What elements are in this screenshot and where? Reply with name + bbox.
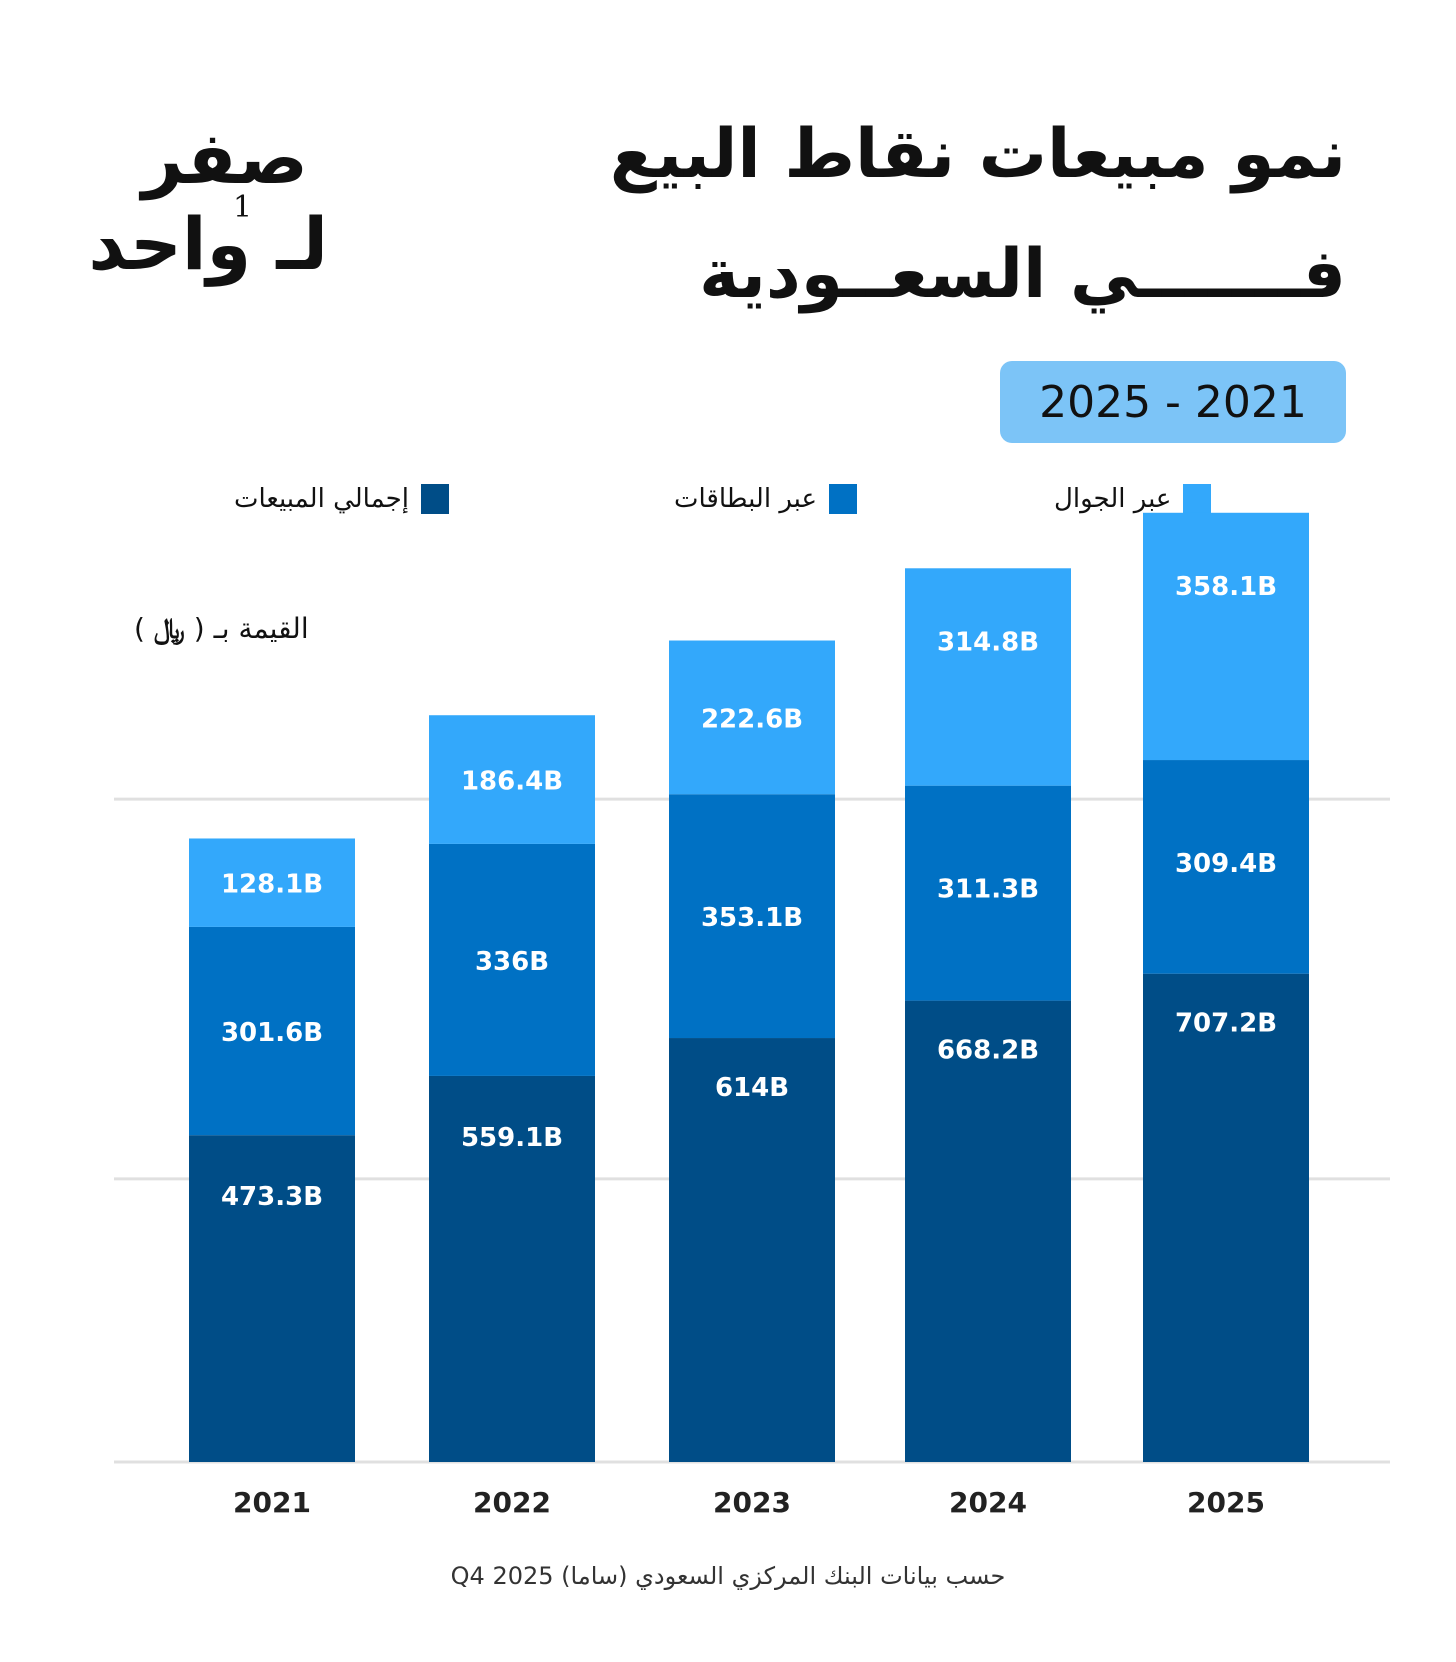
bar-cards-2023 [669,794,835,1039]
bar-total-2025 [1143,973,1309,1462]
y-axis-unit-label: القيمة بـ ( ﷼ ) [134,612,309,646]
riyal-icon: ﷼ [153,612,185,645]
logo-line2: لـ واحد [88,202,328,286]
bar-total-2024 [905,1000,1071,1462]
legend-swatch-mobile [1183,484,1212,514]
x-tick-label-2023: 2023 [713,1486,791,1519]
bar-mobile-2023 [669,640,835,795]
data-label-mobile-2023: 222.6B [701,704,803,734]
legend-label-total: إجمالي المبيعات [234,484,409,514]
legend-swatch-cards [829,484,858,514]
data-label-cards-2024: 311.3B [937,875,1039,905]
legend-label-mobile: عبر الجوال [1054,484,1172,514]
x-tick-label-2022: 2022 [473,1486,551,1519]
data-label-total-2023: 614B [715,1073,789,1103]
data-label-mobile-2021: 128.1B [221,870,323,900]
data-label-mobile-2022: 186.4B [461,767,563,797]
bar-total-2021 [189,1135,355,1462]
bar-total-2022 [429,1075,595,1462]
data-label-cards-2021: 301.6B [221,1018,323,1048]
unit-close: ) [134,612,145,645]
logo-digit: 1 [233,190,253,225]
bar-cards-2024 [905,785,1071,1001]
legend-item-cards: عبر البطاقات [674,484,858,514]
unit-label: القيمة بـ ( [193,612,309,645]
data-label-total-2024: 668.2B [937,1036,1039,1066]
data-label-total-2022: 559.1B [461,1123,563,1153]
bar-cards-2025 [1143,760,1309,974]
legend-item-mobile: عبر الجوال [1054,484,1212,514]
bar-cards-2022 [429,843,595,1076]
data-label-mobile-2024: 314.8B [937,627,1039,657]
data-label-mobile-2025: 358.1B [1175,572,1277,602]
bar-cards-2021 [189,926,355,1136]
legend-label-cards: عبر البطاقات [674,484,818,514]
x-tick-label-2021: 2021 [233,1486,311,1519]
bar-mobile-2024 [905,568,1071,786]
chart-title-line2: فـــــــي السعــودية [699,235,1346,314]
bar-total-2023 [669,1038,835,1462]
bar-mobile-2022 [429,715,595,844]
data-label-total-2021: 473.3B [221,1182,323,1212]
legend-item-total: إجمالي المبيعات [234,484,449,514]
x-tick-label-2025: 2025 [1187,1486,1265,1519]
bar-mobile-2025 [1143,512,1309,761]
data-label-cards-2025: 309.4B [1175,849,1277,879]
data-label-total-2025: 707.2B [1175,1009,1277,1039]
x-tick-label-2024: 2024 [949,1486,1027,1519]
bar-mobile-2021 [189,838,355,927]
period-badge: 2025 - 2021 [1000,361,1346,443]
logo-line1: صفر [141,116,308,200]
chart-title-line1: نمو مبيعات نقاط البيع [609,115,1346,194]
data-label-cards-2023: 353.1B [701,903,803,933]
brand-logo: صفر 1 لـ واحد [88,118,328,308]
source-footnote: حسب بيانات البنك المركزي السعودي (ساما) … [450,1562,1006,1590]
chart-title: نمو مبيعات نقاط البيع فـــــــي السعــود… [546,95,1346,335]
legend-swatch-total [420,484,449,514]
data-label-cards-2022: 336B [475,947,549,977]
